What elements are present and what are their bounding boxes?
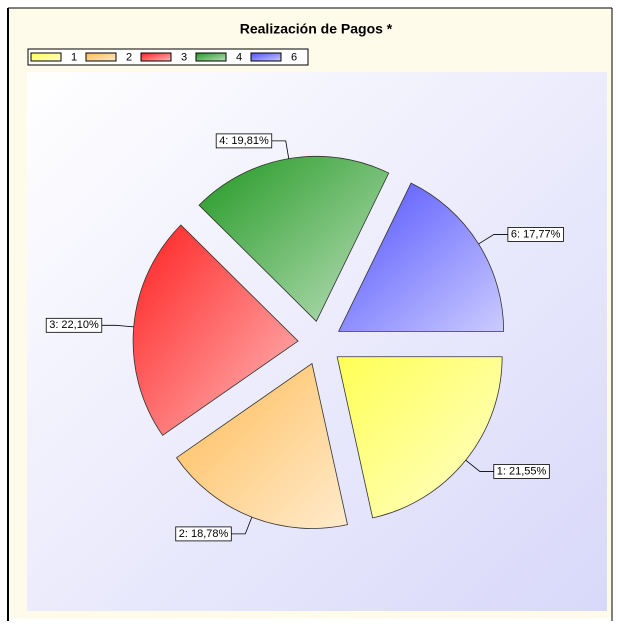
plot-area [27,72,607,611]
leader-line [231,516,253,535]
data-label: 4: 19,81% [219,135,269,147]
legend-swatch [85,52,117,62]
data-label-box [215,133,273,149]
legend-swatch [140,52,172,62]
pie-slice [132,224,299,436]
data-label: 3: 22,10% [49,319,99,331]
legend-swatch [30,52,62,62]
chart-title: Realización de Pagos * [240,21,393,37]
data-label: 1: 21,55% [497,465,547,477]
data-label: 6: 17,77% [511,228,561,240]
legend-label: 1 [71,51,77,63]
data-label-box [175,526,232,542]
leader-line [101,324,134,328]
data-label-box [507,227,564,242]
legend-label: 2 [126,51,132,63]
pie-slice [175,362,348,529]
legend-swatch [195,52,227,62]
legend-label: 6 [291,51,297,63]
leader-line [478,234,508,245]
data-label: 2: 18,78% [179,528,229,540]
data-label-box [45,317,103,333]
legend-swatch [250,52,282,62]
legend-label: 4 [236,51,242,63]
data-label-box [493,464,550,479]
leader-line [271,140,290,159]
legend-label: 3 [181,51,187,63]
pie-slice [336,356,503,519]
leader-line [465,459,494,472]
